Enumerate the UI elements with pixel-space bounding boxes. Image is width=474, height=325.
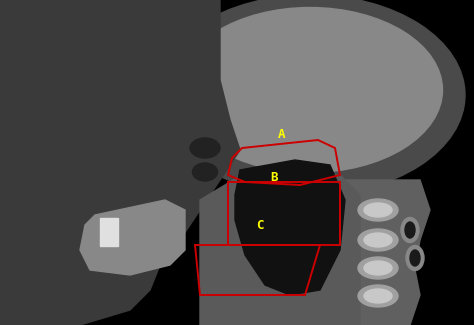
Ellipse shape	[364, 289, 392, 303]
Ellipse shape	[192, 163, 218, 181]
Ellipse shape	[155, 0, 465, 195]
Ellipse shape	[364, 261, 392, 275]
Ellipse shape	[358, 229, 398, 251]
Ellipse shape	[364, 233, 392, 247]
Text: B: B	[270, 171, 278, 184]
Ellipse shape	[410, 250, 420, 266]
Ellipse shape	[177, 7, 443, 173]
Ellipse shape	[190, 138, 220, 158]
Ellipse shape	[358, 285, 398, 307]
Ellipse shape	[405, 222, 415, 238]
Ellipse shape	[364, 203, 392, 217]
Text: C: C	[256, 219, 264, 232]
Polygon shape	[80, 200, 185, 275]
Bar	[100, 218, 118, 246]
Text: A: A	[278, 128, 286, 141]
Ellipse shape	[406, 245, 424, 270]
Polygon shape	[0, 0, 240, 325]
Polygon shape	[335, 180, 430, 325]
Ellipse shape	[401, 217, 419, 242]
Polygon shape	[200, 170, 360, 325]
Ellipse shape	[358, 199, 398, 221]
Ellipse shape	[358, 257, 398, 279]
Polygon shape	[235, 160, 345, 295]
